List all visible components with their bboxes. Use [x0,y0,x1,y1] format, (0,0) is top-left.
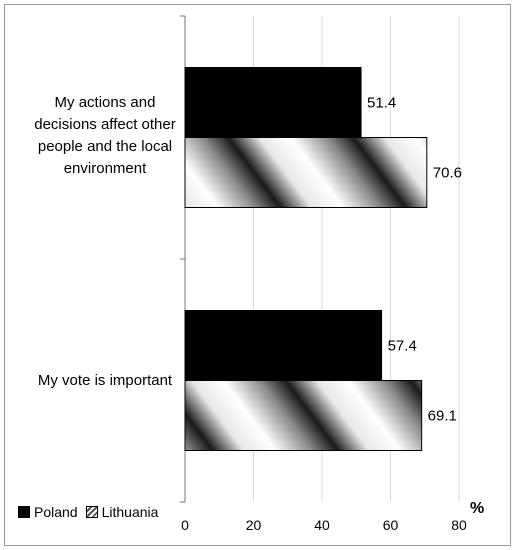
x-tick-label: 20 [246,517,262,533]
x-tick-label: 0 [181,517,189,533]
legend-entry-poland: Poland [18,504,78,520]
category-label-actions: My actions and decisions affect other pe… [34,94,176,177]
legend: Poland Lithuania [18,504,166,520]
legend-label-poland: Poland [34,504,78,520]
data-label-lithuania: 70.6 [433,165,462,182]
legend-entry-lithuania: Lithuania [85,504,159,520]
data-label-lithuania: 69.1 [428,408,457,425]
x-tick-label: 40 [314,517,330,533]
x-axis-unit-label: % [470,500,485,517]
legend-swatch-lithuania [85,506,98,518]
data-label-poland: 51.4 [367,95,396,112]
category-label-vote: My vote is important [37,372,173,389]
bar-poland [184,310,383,381]
legend-swatch-poland [18,506,30,518]
bar-lithuania [184,380,423,451]
x-tick-label: 80 [451,517,467,533]
bar-lithuania [184,137,428,208]
legend-label-lithuania: Lithuania [101,504,159,520]
bar-poland [184,67,362,138]
x-tick-label: 60 [383,517,399,533]
data-label-poland: 57.4 [388,338,417,355]
